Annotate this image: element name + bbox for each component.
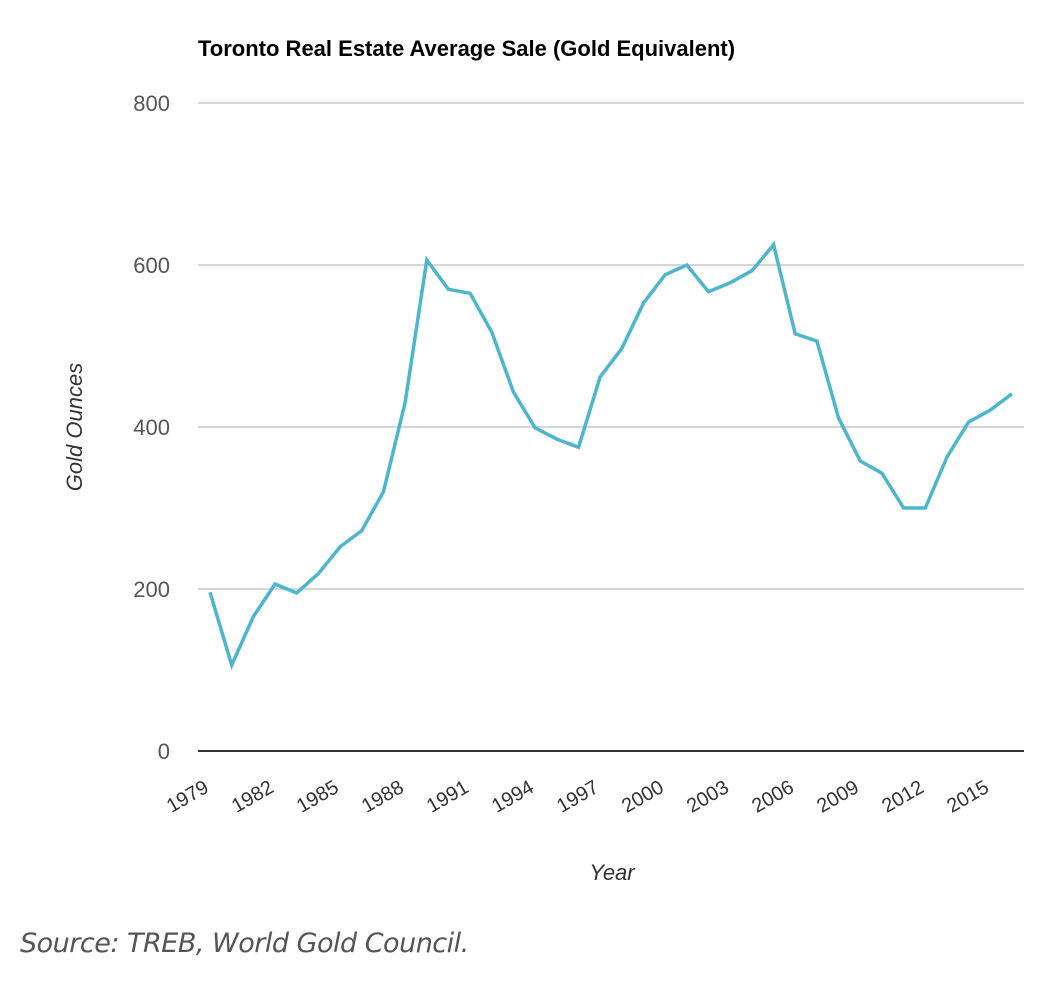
x-tick-label: 2015: [943, 776, 993, 817]
y-tick-label: 400: [133, 415, 170, 440]
series-group: [208, 241, 1014, 671]
x-tick-label: 1997: [553, 776, 603, 817]
line-chart: Toronto Real Estate Average Sale (Gold E…: [62, 36, 1024, 885]
y-axis-label: Gold Ounces: [62, 363, 87, 491]
x-tick-label: 1982: [228, 776, 278, 817]
x-tick-label: 2012: [878, 776, 928, 817]
x-tick-label: 2006: [748, 776, 798, 817]
y-tick-label: 0: [158, 739, 170, 764]
x-tick-label: 1985: [293, 776, 343, 817]
y-tick-label: 200: [133, 577, 170, 602]
x-tick-label: 2003: [683, 776, 733, 817]
y-axis-ticks: 0 200 400 600 800: [133, 91, 170, 764]
x-tick-label: 1994: [488, 776, 538, 817]
x-tick-label: 1979: [163, 776, 213, 817]
x-tick-label: 2000: [618, 776, 668, 817]
y-tick-label: 600: [133, 253, 170, 278]
x-tick-label: 1988: [358, 776, 408, 817]
x-axis-ticks: 1979 1982 1985 1988 1991 1994 1997 2000 2003 2006…: [163, 776, 993, 817]
series-line: [208, 241, 1014, 671]
x-tick-label: 1991: [423, 776, 473, 817]
y-tick-label: 800: [133, 91, 170, 116]
x-axis-label: Year: [589, 860, 636, 885]
source-caption: Source: TREB, World Gold Council.: [20, 928, 469, 959]
gridlines: [198, 102, 1024, 590]
chart-title: Toronto Real Estate Average Sale (Gold E…: [198, 36, 735, 61]
x-tick-label: 2009: [813, 776, 863, 817]
